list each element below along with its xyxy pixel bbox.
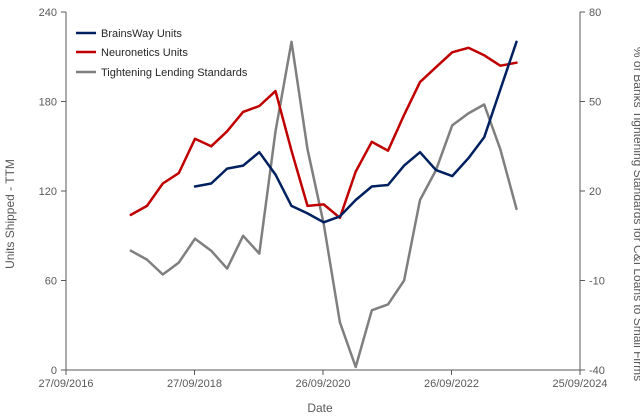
y-tick-label: 60	[45, 276, 57, 288]
axes	[61, 11, 585, 375]
y2-tick-label: 50	[589, 97, 601, 109]
y2-tick-label: 80	[589, 7, 601, 19]
y2-tick-label: -10	[589, 276, 605, 288]
tick-labels: 27/09/2016 27/09/2018 26/09/2020 26/09/2022…	[38, 7, 607, 390]
brainsway-series-line	[193, 40, 518, 224]
y2-axis-title: % of Banks Tightening Standards for C&I …	[631, 47, 640, 381]
lending-standards-series-line	[129, 40, 518, 369]
x-axis-title: Date	[307, 401, 333, 415]
x-tick-label: 25/09/2024	[552, 378, 607, 390]
x-tick-label: 26/09/2022	[424, 378, 479, 390]
legend-label-brainsway: BrainsWay Units	[101, 28, 182, 40]
y2-tick-label: -40	[589, 365, 605, 377]
series-layer	[129, 40, 518, 369]
legend-label-neuronetics: Neuronetics Units	[101, 47, 188, 59]
y-tick-label: 120	[39, 186, 57, 198]
legend-label-lending: Tightening Lending Standards	[101, 67, 248, 79]
y-tick-label: 180	[39, 97, 57, 109]
x-tick-label: 26/09/2020	[295, 378, 350, 390]
legend: BrainsWay Units Neuronetics Units Tighte…	[76, 28, 248, 79]
y-axis-title: Units Shipped - TTM	[3, 159, 17, 269]
x-tick-label: 27/09/2016	[38, 378, 93, 390]
y2-tick-label: 20	[589, 186, 601, 198]
y-tick-label: 240	[39, 7, 57, 19]
x-tick-label: 27/09/2018	[167, 378, 222, 390]
neuronetics-series-line	[129, 46, 518, 220]
y-tick-label: 0	[51, 365, 57, 377]
